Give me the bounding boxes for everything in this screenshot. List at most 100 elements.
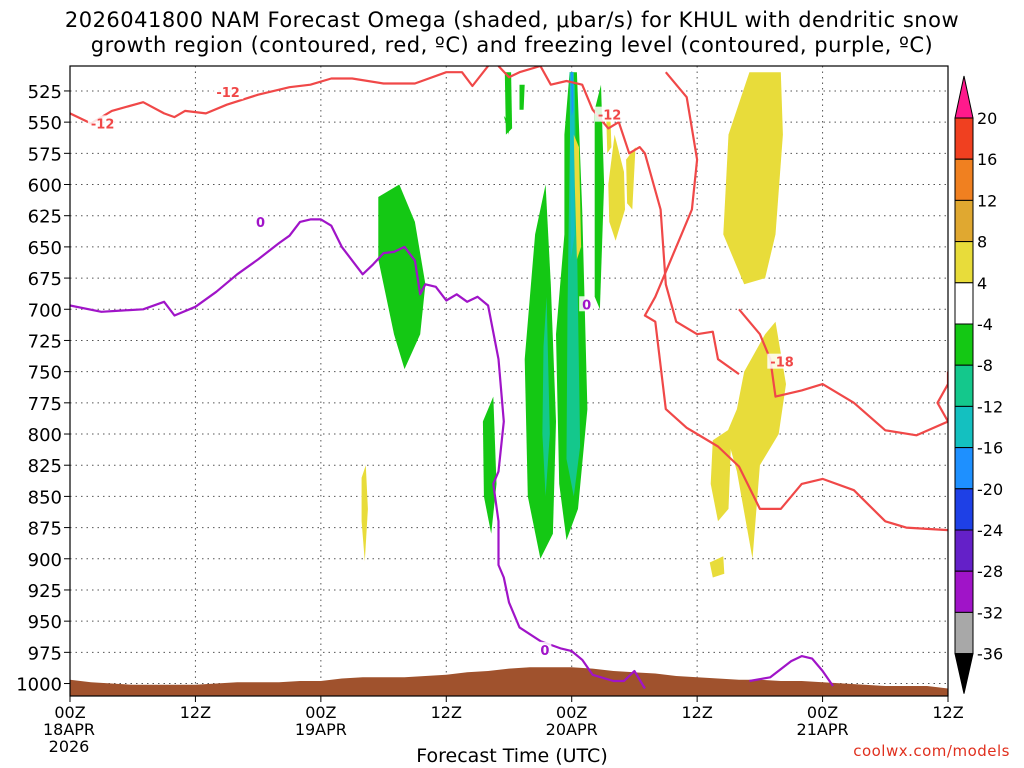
omega-region-yellow-b (361, 465, 368, 562)
chart-title-line-2: growth region (contoured, red, ºC) and f… (90, 33, 934, 57)
colorbar-box (954, 405, 974, 449)
x-tick-label: 00Z (807, 703, 838, 722)
contour-label-bg (594, 106, 625, 122)
colorbar-box (954, 282, 974, 325)
colorbar-label: -12 (977, 397, 1003, 416)
y-tick-label: 600 (28, 176, 62, 197)
y-tick-label: 700 (28, 300, 62, 321)
contour-label-bg (253, 213, 268, 229)
omega-region-cyan-a (569, 72, 575, 260)
colorbar-label: -16 (977, 439, 1003, 458)
x-tick-label: 12Z (681, 703, 712, 722)
colorbar-box (954, 323, 974, 366)
x-tick-label: 00Z (54, 703, 85, 722)
contour-label-bg (537, 641, 552, 657)
colorbar-label: 4 (977, 274, 987, 293)
colorbar-bottom-triangle (954, 653, 974, 694)
omega-region-yellow-g (726, 321, 786, 559)
y-tick-label: 1000 (16, 675, 62, 696)
contour-labels: -12 -12 -12 -18 0 0 0 (87, 84, 798, 659)
omega-region-green-e (482, 396, 497, 534)
omega-region-green-a (378, 184, 426, 370)
x-tick-label: 19APR (295, 720, 347, 739)
x-tick-label: 00Z (305, 703, 336, 722)
contour-red-18 (643, 71, 948, 532)
y-tick-label: 875 (28, 519, 62, 540)
y-tick-label: 925 (28, 581, 62, 602)
y-tick-label: 800 (28, 425, 62, 446)
x-tick-label: 20APR (546, 720, 598, 739)
colorbar-label: -28 (977, 562, 1003, 581)
contour-label-red-upper-12b: -12 (598, 109, 622, 124)
omega-region-green-h (594, 84, 605, 310)
omega-region-green-f (524, 184, 556, 559)
colorbar-label: 8 (977, 233, 987, 252)
contour-label-red-18: -18 (770, 356, 794, 371)
colorbar-label: -20 (977, 480, 1003, 499)
y-tick-label: 900 (28, 550, 62, 571)
contour-label-freezing-0: 0 (256, 216, 265, 231)
terrain-ground (70, 667, 948, 696)
terrain-layer (70, 667, 948, 696)
colorbar-box (954, 447, 974, 490)
omega-region-teal-a (542, 296, 550, 497)
omega-region-teal-b (566, 84, 581, 497)
colorbar-box (954, 158, 974, 201)
colorbar-label: 12 (977, 191, 997, 210)
omega-region-yellow-a (573, 134, 582, 260)
y-tick-label: 975 (28, 643, 62, 664)
x-axis-label: Forecast Time (UTC) (416, 745, 608, 767)
y-tick-label: 550 (28, 113, 62, 134)
contour-freezing-0 (70, 218, 646, 690)
colorbar-label: -4 (977, 315, 993, 334)
contour-label-red-upper-12: -12 (216, 86, 240, 101)
y-tick-label: 525 (28, 82, 62, 103)
colorbar-label: -32 (977, 603, 1003, 622)
omega-region-yellow-i (709, 556, 725, 578)
colorbar-box (954, 488, 974, 531)
x-tick-label: 00Z (556, 703, 587, 722)
colorbar-label: -24 (977, 521, 1003, 540)
chart-title-line-1: 2026041800 NAM Forecast Omega (shaded, μ… (64, 8, 960, 32)
contour-label-bg (213, 84, 244, 100)
colorbar-box (954, 529, 974, 572)
omega-shading-layer (361, 72, 786, 578)
colorbar-top-triangle (954, 75, 974, 119)
omega-region-yellow-e (626, 147, 636, 210)
contour-label-freezing-0: 0 (582, 298, 591, 313)
y-tick-label: 775 (28, 394, 62, 415)
y-axis: 525 550 575 600 625 650 675 700 725 750 775 800 825 8… (16, 82, 70, 696)
omega-region-green-c (504, 72, 513, 135)
contour-label-red-upper-12: -12 (91, 117, 115, 132)
colorbar-label: -36 (977, 645, 1003, 664)
y-tick-label: 675 (28, 269, 62, 290)
y-tick-label: 650 (28, 238, 62, 259)
contour-label-freezing-0: 0 (540, 644, 549, 659)
colorbar-box (954, 199, 974, 243)
contour-label-bg (87, 115, 118, 131)
contour-label-bg (579, 296, 594, 312)
colorbar-box (954, 364, 974, 407)
y-tick-label: 750 (28, 363, 62, 384)
contour-red-upper-12 (70, 66, 489, 125)
x-tick-label: 12Z (431, 703, 462, 722)
colorbar-label: -8 (977, 356, 993, 375)
colorbar-label: 20 (977, 109, 997, 128)
contour-layer (70, 66, 948, 690)
colorbar-box (954, 570, 974, 613)
colorbar-label: 16 (977, 150, 997, 169)
y-tick-label: 725 (28, 331, 62, 352)
y-tick-label: 850 (28, 487, 62, 508)
x-tick-label: 2026 (49, 737, 90, 756)
omega-region-yellow-d (608, 134, 625, 241)
omega-region-yellow-h (710, 427, 732, 522)
colorbar-box (954, 241, 974, 284)
x-tick-label: 12Z (932, 703, 963, 722)
contour-label-bg (767, 353, 798, 369)
y-tick-label: 950 (28, 612, 62, 633)
contour-red-upper-12b (497, 66, 740, 375)
x-tick-label: 21APR (797, 720, 849, 739)
omega-region-green-d (519, 84, 525, 110)
contour-freezing-0b (749, 654, 834, 687)
